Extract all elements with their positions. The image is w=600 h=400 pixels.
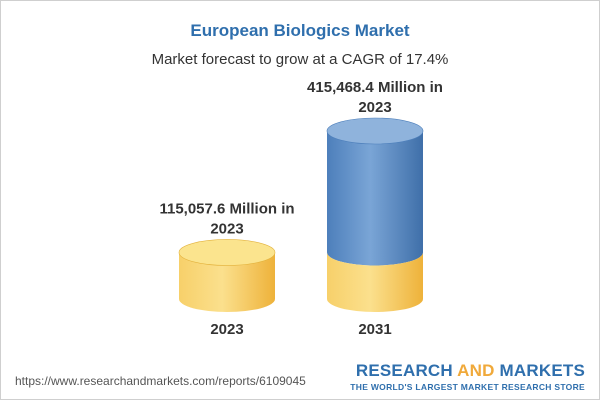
bar-2031-top (326, 117, 424, 145)
category-label-2023: 2023 (210, 321, 243, 338)
bar-2031-base-segment (327, 252, 423, 312)
brand-logo: RESEARCH AND MARKETS THE WORLD'S LARGEST… (350, 361, 585, 392)
bar-2031-growth-segment (327, 131, 423, 266)
brand-tagline: THE WORLD'S LARGEST MARKET RESEARCH STOR… (350, 382, 585, 392)
bar-2031 (326, 117, 424, 312)
chart-title: European Biologics Market (190, 21, 410, 40)
chart-subtitle: Market forecast to grow at a CAGR of 17.… (151, 51, 449, 68)
value-label-2023: 115,057.6 Million in 2023 (159, 200, 294, 237)
bar-2023-body (179, 252, 275, 312)
brand-name: RESEARCH AND MARKETS (350, 361, 585, 381)
brand-name-part3: MARKETS (494, 361, 585, 380)
value-label-2031: 415,468.4 Million in 2023 (307, 79, 443, 116)
brand-name-part1: RESEARCH (355, 361, 458, 380)
bar-2023-top (178, 239, 276, 266)
category-label-2031: 2031 (358, 321, 391, 338)
brand-name-and: AND (457, 361, 495, 380)
bar-2023 (178, 239, 276, 312)
source-url[interactable]: https://www.researchandmarkets.com/repor… (15, 374, 306, 388)
